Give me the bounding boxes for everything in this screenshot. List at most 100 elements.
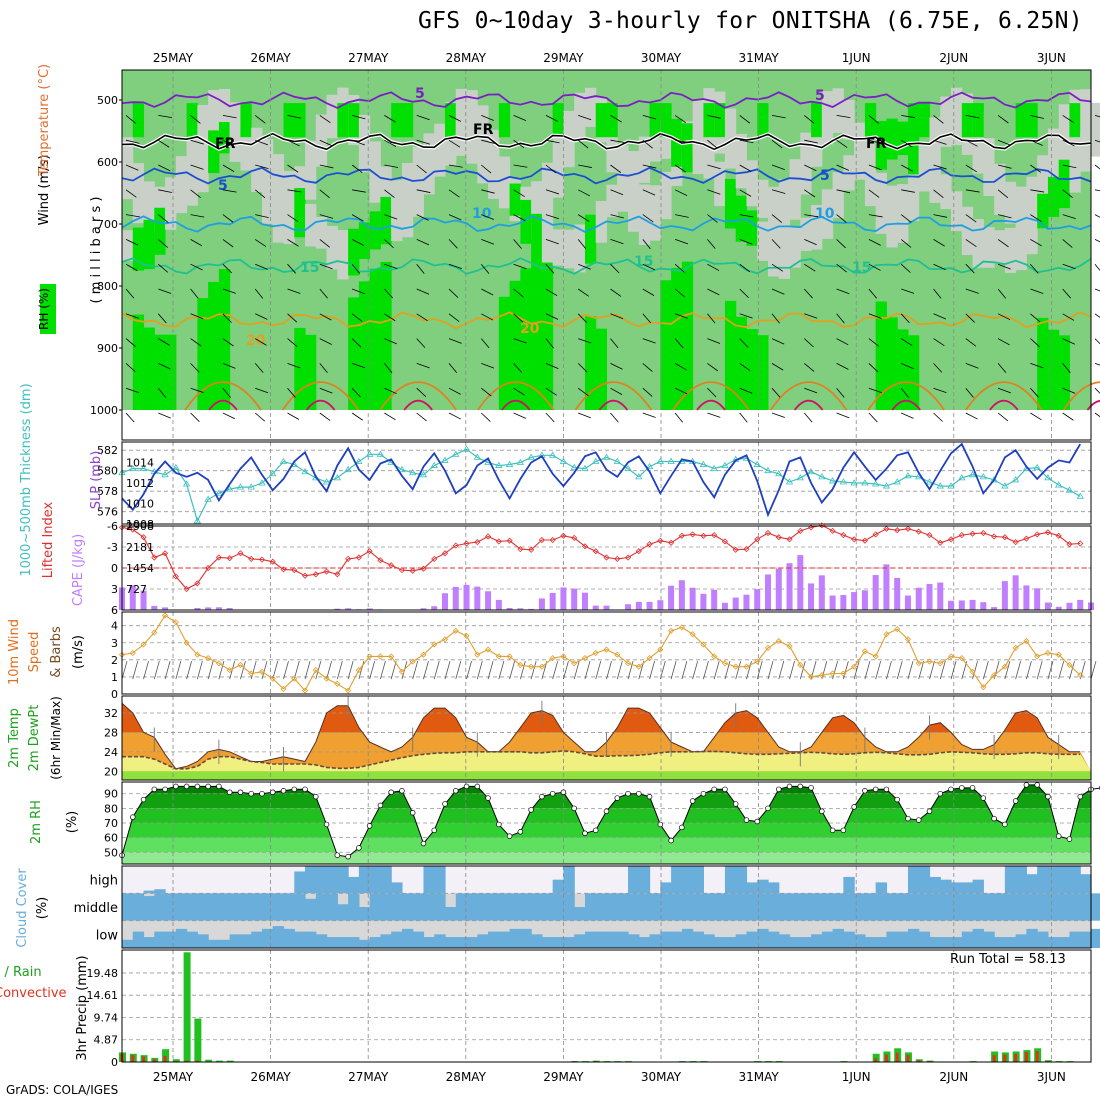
thickness-point [182, 480, 191, 487]
rh-point [625, 790, 631, 797]
wind-barb [578, 263, 591, 270]
rh-moist-cell [1037, 317, 1049, 410]
wind-barb-10m [132, 660, 139, 680]
wind-barb [1094, 363, 1100, 366]
rh-moist-cell [208, 281, 220, 410]
wind-barb [900, 239, 912, 248]
wind-barb [287, 338, 298, 347]
rh-point [819, 808, 825, 815]
cloud-middle-bar [531, 893, 543, 921]
rh-point [130, 814, 136, 820]
rh-dry-cell [272, 186, 284, 243]
wind-barb [222, 239, 234, 248]
lifted-index-point [947, 536, 955, 543]
wind-barb [481, 214, 495, 220]
wind-speed-point [549, 655, 556, 662]
rh-cell [466, 125, 478, 164]
rh-cell [951, 191, 963, 232]
wind-barb-10m [573, 660, 580, 680]
wind-barb [1062, 239, 1073, 248]
wind-speed-point [592, 649, 599, 657]
wind-speed-point [366, 653, 373, 660]
cloud-high-bar [918, 866, 931, 894]
wind-barb [254, 239, 267, 247]
wind-barb [610, 239, 624, 245]
rh-cell [175, 175, 188, 214]
cloud-middle-bar [724, 893, 737, 921]
wind-barb [448, 263, 463, 269]
wind-barb [545, 387, 557, 396]
cape-bar [894, 577, 901, 610]
wind-barb [545, 139, 560, 144]
wind-barb [578, 338, 592, 344]
temperature-line [121, 702, 1081, 770]
wind-barb [481, 139, 495, 144]
cloud-middle-bar [272, 893, 285, 921]
rh-cell [348, 228, 360, 276]
wind-barb [804, 214, 819, 218]
lifted-index-point [291, 567, 298, 574]
date-label-bottom: 2JUN [939, 1070, 968, 1084]
cloud-low-bar [1047, 937, 1060, 948]
wind-barb [1094, 288, 1100, 292]
rh-moist-cell [724, 300, 737, 410]
rh-cell [261, 139, 274, 177]
cloud-high-bar [628, 866, 640, 894]
wind-barb [125, 263, 138, 272]
wind-speed-point [958, 655, 965, 662]
wind-barb [771, 338, 785, 345]
wind-barb [674, 412, 684, 423]
rh-point [883, 786, 890, 793]
rh-point [539, 793, 545, 800]
wind-barb [610, 115, 622, 123]
thickness-point [129, 464, 137, 472]
lifted-index-point [603, 554, 610, 561]
wind-tick-label: 4 [111, 620, 118, 633]
isotherm-30-arc [1086, 400, 1100, 411]
wind-barb [739, 115, 751, 124]
wind-speed-point [991, 672, 998, 679]
rh-point [334, 852, 341, 858]
lifted-index-point [409, 567, 416, 574]
rh-point [463, 783, 470, 790]
wind-barb [351, 363, 366, 369]
rh-cell [401, 162, 414, 206]
rh-cell [391, 180, 403, 230]
wind-barb [190, 189, 201, 198]
rh-cell [800, 217, 812, 251]
wind-barb [707, 239, 716, 249]
wind-barb [1094, 338, 1100, 345]
cloud-middle-bar [886, 893, 898, 921]
thickness-point [344, 465, 352, 473]
precip-panel-frame [121, 949, 1092, 1063]
wind-barb [610, 139, 625, 143]
isotherm-minus5 [121, 91, 1092, 109]
wind-barb [965, 412, 978, 420]
cloud-middle-bar [240, 893, 252, 921]
rh-point [711, 786, 717, 793]
thickness-point [893, 478, 901, 485]
precip-total-bar [162, 1049, 170, 1062]
cloud-low-bar [843, 931, 855, 948]
date-label-bottom: 1JUN [842, 1070, 871, 1084]
isotherm-30-arc [208, 399, 238, 411]
wind-barb [287, 288, 301, 294]
cloud-low-bar [165, 931, 177, 948]
contour-label: 5 [815, 88, 825, 104]
cloud-middle-bar [1091, 893, 1100, 921]
wind-barb [804, 164, 817, 172]
rh-dry-cell [746, 160, 758, 207]
rh-cell [380, 196, 392, 245]
wind-barb [352, 189, 366, 193]
wind-barb [965, 263, 975, 274]
wind-barb [416, 263, 425, 274]
date-label-bottom: 29MAY [543, 1070, 584, 1084]
wind-barb [804, 387, 818, 394]
wind-axis-label: Wind (m/s) [37, 155, 52, 226]
rh-dry-cell [186, 129, 198, 185]
rh-cell [498, 166, 511, 209]
wind-barb [448, 139, 461, 148]
lifted-index-point [786, 536, 793, 543]
wind-speed-point [1044, 649, 1051, 657]
rh-moist-cell [165, 334, 177, 410]
